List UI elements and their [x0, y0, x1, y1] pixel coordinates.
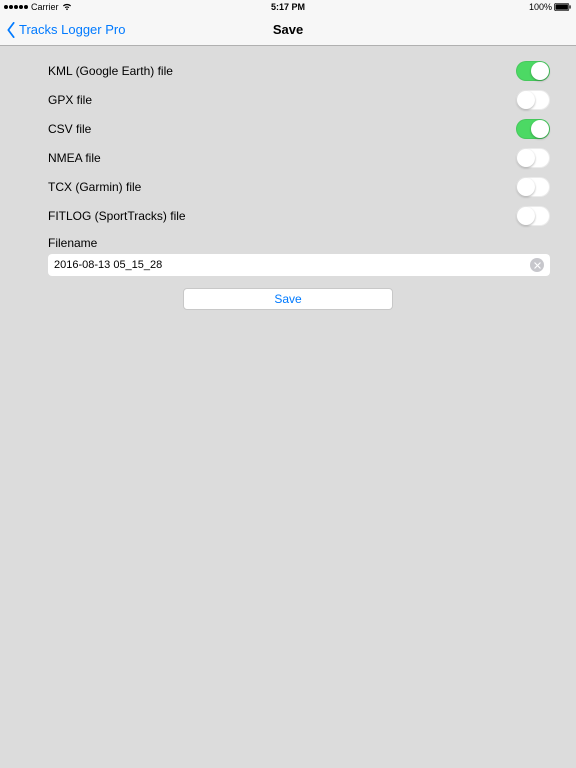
format-toggle[interactable] [516, 61, 550, 81]
toggle-knob [517, 207, 535, 225]
close-icon [534, 262, 541, 269]
format-row: KML (Google Earth) file [0, 56, 576, 85]
status-bar: Carrier 5:17 PM 100% [0, 0, 576, 14]
nav-bar: Tracks Logger Pro Save [0, 14, 576, 46]
battery-percent: 100% [529, 2, 552, 12]
back-label: Tracks Logger Pro [19, 22, 125, 37]
toggle-knob [517, 149, 535, 167]
format-row: CSV file [0, 114, 576, 143]
back-button[interactable]: Tracks Logger Pro [6, 22, 125, 38]
format-row: FITLOG (SportTracks) file [0, 201, 576, 230]
format-label: FITLOG (SportTracks) file [48, 209, 186, 223]
filename-input[interactable] [54, 259, 530, 271]
content: KML (Google Earth) file GPX file CSV file N… [0, 46, 576, 310]
format-row: GPX file [0, 85, 576, 114]
format-label: NMEA file [48, 151, 101, 165]
format-label: GPX file [48, 93, 92, 107]
toggle-knob [531, 62, 549, 80]
format-row: TCX (Garmin) file [0, 172, 576, 201]
toggle-knob [517, 91, 535, 109]
format-toggle[interactable] [516, 90, 550, 110]
status-right: 100% [383, 2, 572, 12]
filename-label: Filename [0, 230, 576, 254]
format-toggle[interactable] [516, 177, 550, 197]
status-left: Carrier [4, 2, 193, 12]
save-button-label: Save [274, 292, 301, 306]
carrier-label: Carrier [31, 2, 59, 12]
clear-text-button[interactable] [530, 258, 544, 272]
format-row: NMEA file [0, 143, 576, 172]
wifi-icon [62, 3, 72, 11]
page-title: Save [273, 22, 303, 37]
format-toggle[interactable] [516, 119, 550, 139]
format-label: TCX (Garmin) file [48, 180, 141, 194]
toggle-knob [531, 120, 549, 138]
signal-strength-icon [4, 5, 28, 9]
filename-field-wrap [48, 254, 550, 276]
save-button[interactable]: Save [183, 288, 393, 310]
status-time: 5:17 PM [193, 2, 382, 12]
format-toggle[interactable] [516, 206, 550, 226]
format-label: CSV file [48, 122, 91, 136]
format-label: KML (Google Earth) file [48, 64, 173, 78]
chevron-left-icon [6, 22, 16, 38]
toggle-knob [517, 178, 535, 196]
format-toggle[interactable] [516, 148, 550, 168]
battery-icon [554, 3, 572, 11]
